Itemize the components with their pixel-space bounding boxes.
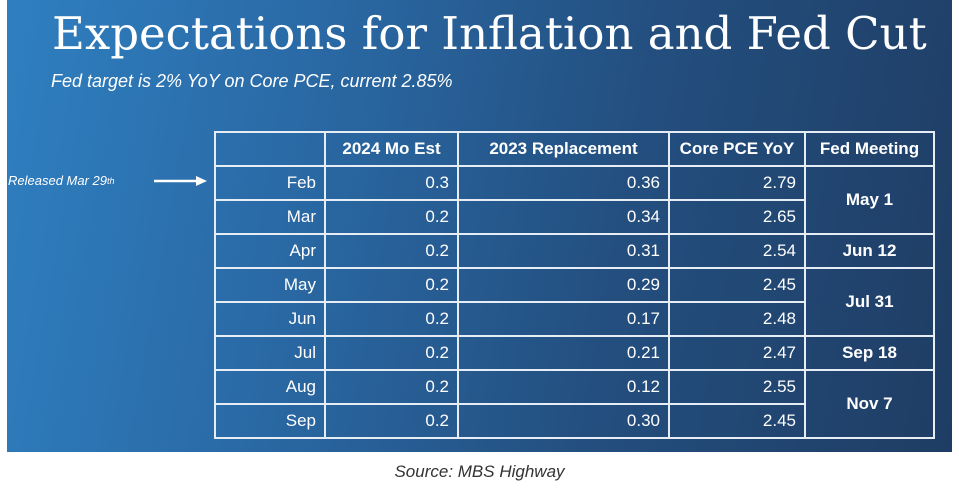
table-cell: Apr [214,233,326,269]
table-cell: 0.2 [324,369,459,405]
page-title: Expectations for Inflation and Fed Cut [52,7,927,60]
page-subtitle: Fed target is 2% YoY on Core PCE, curren… [51,71,453,91]
table-cell: 0.2 [324,301,459,337]
table-cell: Jun [214,301,326,337]
table-cell: 0.2 [324,403,459,439]
table-cell: May [214,267,326,303]
column-header [214,131,326,167]
table-cell: Aug [214,369,326,405]
arrow-right-icon [154,176,207,186]
fed-meeting-cell: Jul 31 [804,267,935,337]
release-note-sup: th [107,175,115,186]
fed-meeting-cell: Nov 7 [804,369,935,439]
table-cell: 0.2 [324,267,459,303]
release-note-text: Released Mar 29 [8,173,107,188]
table-row: Aug 0.2 0.12 2.55 Nov 7 [214,369,935,439]
column-header: Fed Meeting [804,131,935,167]
table-row: Apr 0.2 0.31 2.54 Jun 12 [214,233,935,269]
table-cell: Mar [214,199,326,235]
table-cell: 0.31 [457,233,670,269]
inflation-table: 2024 Mo Est 2023 Replacement Core PCE Yo… [214,131,935,439]
table-cell: 2.55 [668,369,806,405]
fed-meeting-cell: May 1 [804,165,935,235]
column-header: 2023 Replacement [457,131,670,167]
table-cell: Feb [214,165,326,201]
column-header: 2024 Mo Est [324,131,459,167]
slide-panel: Expectations for Inflation and Fed Cut F… [7,0,952,452]
table-cell: Sep [214,403,326,439]
table-row: May 0.2 0.29 2.45 Jul 31 [214,267,935,337]
table-body: Feb 0.3 0.36 2.79 May 1 Mar 0.2 0.34 2.65 Apr 0.2 0… [214,165,935,439]
table-cell: 0.34 [457,199,670,235]
table-cell: 0.2 [324,335,459,371]
table-cell: 0.36 [457,165,670,201]
table-cell: 0.21 [457,335,670,371]
table-cell: 0.17 [457,301,670,337]
source-caption: Source: MBS Highway [394,462,565,481]
fed-meeting-cell: Sep 18 [804,335,935,371]
table-cell: 0.2 [324,233,459,269]
fed-meeting-cell: Jun 12 [804,233,935,269]
column-header: Core PCE YoY [668,131,806,167]
table-header-row: 2024 Mo Est 2023 Replacement Core PCE Yo… [214,131,935,167]
table-row: Mar 0.2 0.34 2.65 [214,199,934,235]
table-cell: 2.65 [668,199,806,235]
table-cell: 0.29 [457,267,670,303]
table-cell: 0.2 [324,199,459,235]
table-cell: 2.45 [668,403,806,439]
table-cell: 0.3 [324,165,459,201]
table-cell: 2.79 [668,165,806,201]
table-cell: 0.12 [457,369,670,405]
table-cell: 2.48 [668,301,806,337]
table-cell: 0.30 [457,403,670,439]
table-row: Jun 0.2 0.17 2.48 [214,301,934,337]
table-row: Jul 0.2 0.21 2.47 Sep 18 [214,335,935,371]
table-cell: Jul [214,335,326,371]
table-cell: 2.45 [668,267,806,303]
table-cell: 2.54 [668,233,806,269]
table-row: Sep 0.2 0.30 2.45 [214,403,934,439]
table-row: Feb 0.3 0.36 2.79 May 1 [214,165,935,235]
table-cell: 2.47 [668,335,806,371]
